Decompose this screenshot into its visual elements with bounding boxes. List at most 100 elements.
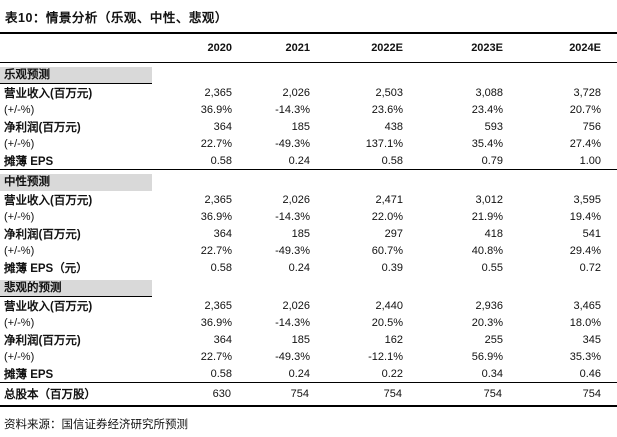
row-label: (+/-%) bbox=[4, 103, 35, 116]
row-label: 营业收入(百万元) bbox=[4, 300, 93, 313]
row-label: 摊薄 EPS bbox=[0, 365, 160, 383]
table-row: (+/-%) 36.9% -14.3% 22.0% 21.9% 19.4% bbox=[0, 208, 617, 225]
table-cell: 364 bbox=[213, 227, 232, 240]
table-row: 摊薄 EPS 0.58 0.24 0.22 0.34 0.46 bbox=[0, 365, 617, 383]
table-cell: 56.9% bbox=[471, 350, 503, 363]
table-cell: 2,936 bbox=[475, 299, 503, 312]
section-header-row: 中性预测 bbox=[0, 170, 617, 191]
table-cell: 185 bbox=[291, 120, 310, 133]
table-cell: 0.22 bbox=[310, 365, 403, 383]
table-cell: 2,026 bbox=[282, 193, 310, 206]
section-header-cell: 乐观预测 bbox=[0, 63, 617, 84]
row-label: (+/-%) bbox=[4, 244, 35, 257]
row-label: (+/-%) bbox=[4, 316, 35, 329]
section-header-row: 乐观预测 bbox=[0, 63, 617, 84]
row-label: 摊薄 EPS bbox=[0, 152, 160, 170]
table-cell: 2,471 bbox=[375, 193, 403, 206]
table-cell: 2,365 bbox=[204, 86, 232, 99]
table-cell: -49.3% bbox=[275, 137, 310, 150]
table-cell: 0.58 bbox=[310, 152, 403, 170]
table-cell: 0.58 bbox=[160, 152, 232, 170]
table-cell: 20.5% bbox=[371, 316, 403, 329]
table-cell: 23.6% bbox=[371, 103, 403, 116]
table-row: 净利润(百万元) 364 185 162 255 345 bbox=[0, 331, 617, 348]
row-label: (+/-%) bbox=[4, 210, 35, 223]
table-cell: 0.24 bbox=[232, 365, 310, 383]
table-cell: 23.4% bbox=[471, 103, 503, 116]
table-cell: 40.8% bbox=[471, 244, 503, 257]
table-cell: -49.3% bbox=[275, 244, 310, 257]
table-cell: 137.1% bbox=[365, 137, 403, 150]
scenario-analysis-table: 2020 2021 2022E 2023E 2024E 乐观预测营业收入(百万元… bbox=[0, 34, 617, 407]
section-band: 中性预测 bbox=[0, 174, 152, 191]
table-row: (+/-%) 36.9% -14.3% 20.5% 20.3% 18.0% bbox=[0, 314, 617, 331]
column-header-2020: 2020 bbox=[207, 42, 232, 54]
section-header-cell: 悲观的预测 bbox=[0, 276, 617, 297]
table-row: (+/-%) 22.7% -49.3% 137.1% 35.4% 27.4% bbox=[0, 135, 617, 152]
table-cell: 20.3% bbox=[471, 316, 503, 329]
table-cell: 364 bbox=[213, 333, 232, 346]
table-cell: 297 bbox=[384, 227, 403, 240]
row-label: 净利润(百万元) bbox=[4, 228, 81, 241]
table-cell: -14.3% bbox=[275, 103, 310, 116]
table-row: (+/-%) 36.9% -14.3% 23.6% 23.4% 20.7% bbox=[0, 101, 617, 118]
table-cell: 29.4% bbox=[569, 244, 601, 257]
table-cell: 36.9% bbox=[200, 103, 232, 116]
row-label: 净利润(百万元) bbox=[4, 121, 81, 134]
section-band: 悲观的预测 bbox=[0, 280, 152, 297]
table-cell: 185 bbox=[291, 333, 310, 346]
table-cell: 20.7% bbox=[569, 103, 601, 116]
table-cell: 36.9% bbox=[200, 210, 232, 223]
table-cell: 2,503 bbox=[375, 86, 403, 99]
table-body: 乐观预测营业收入(百万元) 2,365 2,026 2,503 3,088 3,728 (+… bbox=[0, 63, 617, 407]
table-cell: 3,012 bbox=[475, 193, 503, 206]
column-header-2021: 2021 bbox=[285, 42, 310, 54]
table-row: 净利润(百万元) 364 185 438 593 756 bbox=[0, 118, 617, 135]
table-cell: 35.4% bbox=[471, 137, 503, 150]
table-cell: 3,465 bbox=[573, 299, 601, 312]
table-cell: 754 bbox=[232, 382, 310, 407]
table-cell: 21.9% bbox=[471, 210, 503, 223]
table-cell: 2,365 bbox=[204, 193, 232, 206]
table-row: 营业收入(百万元) 2,365 2,026 2,440 2,936 3,465 bbox=[0, 297, 617, 314]
row-label: 摊薄 EPS（元） bbox=[4, 262, 88, 275]
table-cell: 541 bbox=[582, 227, 601, 240]
table-cell: 3,728 bbox=[573, 86, 601, 99]
table-cell: 3,595 bbox=[573, 193, 601, 206]
table-row: 摊薄 EPS 0.58 0.24 0.58 0.79 1.00 bbox=[0, 152, 617, 170]
table-cell: 2,440 bbox=[375, 299, 403, 312]
total-shares-row: 总股本（百万股） 630 754 754 754 754 bbox=[0, 382, 617, 407]
table-cell: 754 bbox=[403, 382, 503, 407]
table-cell: 3,088 bbox=[475, 86, 503, 99]
table-cell: 630 bbox=[160, 382, 232, 407]
table-cell: 2,365 bbox=[204, 299, 232, 312]
table-row: 摊薄 EPS（元） 0.58 0.24 0.39 0.55 0.72 bbox=[0, 259, 617, 276]
table-cell: 2,026 bbox=[282, 299, 310, 312]
table-cell: -14.3% bbox=[275, 316, 310, 329]
table-cell: -12.1% bbox=[368, 350, 403, 363]
row-label: 总股本（百万股） bbox=[0, 382, 160, 407]
table-cell: 0.24 bbox=[232, 152, 310, 170]
table-cell: 0.58 bbox=[210, 261, 232, 274]
row-label: (+/-%) bbox=[4, 350, 35, 363]
table-cell: 185 bbox=[291, 227, 310, 240]
table-cell: 22.7% bbox=[200, 137, 232, 150]
table-row: 净利润(百万元) 364 185 297 418 541 bbox=[0, 225, 617, 242]
table-row: 营业收入(百万元) 2,365 2,026 2,471 3,012 3,595 bbox=[0, 191, 617, 208]
column-header-row: 2020 2021 2022E 2023E 2024E bbox=[0, 34, 617, 63]
table-cell: 345 bbox=[582, 333, 601, 346]
table-cell: 754 bbox=[310, 382, 403, 407]
table-cell: 19.4% bbox=[569, 210, 601, 223]
table-cell: 0.79 bbox=[403, 152, 503, 170]
table-row: (+/-%) 22.7% -49.3% 60.7% 40.8% 29.4% bbox=[0, 242, 617, 259]
column-header-2023e: 2023E bbox=[471, 42, 503, 54]
table-title: 表10：情景分析（乐观、中性、悲观） bbox=[0, 5, 617, 34]
table-header: 2020 2021 2022E 2023E 2024E bbox=[0, 34, 617, 63]
table-cell: 0.72 bbox=[579, 261, 601, 274]
table-cell: 22.0% bbox=[371, 210, 403, 223]
table-cell: 364 bbox=[213, 120, 232, 133]
table-cell: 0.34 bbox=[403, 365, 503, 383]
table-row: (+/-%) 22.7% -49.3% -12.1% 56.9% 35.3% bbox=[0, 348, 617, 365]
source-note: 资料来源：国信证券经济研究所预测 bbox=[4, 419, 188, 431]
